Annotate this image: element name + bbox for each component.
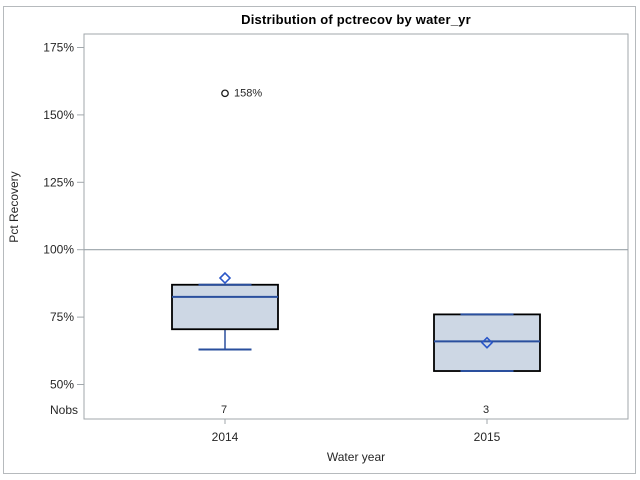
nobs-row-label: Nobs [49, 403, 78, 417]
box-2015 [433, 313, 541, 372]
chart-title: Distribution of pctrecov by water_yr [241, 12, 471, 27]
x-category-label-2015: 2015 [474, 430, 501, 444]
y-tick-label-125: 125% [43, 175, 74, 189]
outlier-label-2014: 158% [234, 87, 262, 99]
y-tick-label-75: 75% [50, 310, 74, 324]
mean-diamond-marker-2015 [480, 336, 494, 349]
y-tick-label-100: 100% [43, 243, 74, 257]
nobs-value-2015: 3 [483, 404, 489, 416]
y-tick-label-50: 50% [50, 378, 74, 392]
y-tick-label-175: 175% [43, 41, 74, 55]
graph-outer-border [3, 6, 636, 474]
nobs-value-2014: 7 [221, 404, 227, 416]
mean-diamond-marker-2014 [218, 271, 232, 285]
plot-frame [83, 33, 629, 420]
x-axis-title: Water year [326, 450, 386, 464]
outlier-circle-marker-2014 [221, 89, 229, 98]
x-category-label-2014: 2014 [212, 430, 239, 444]
y-tick-label-150: 150% [43, 108, 74, 122]
box-2014 [171, 283, 279, 331]
